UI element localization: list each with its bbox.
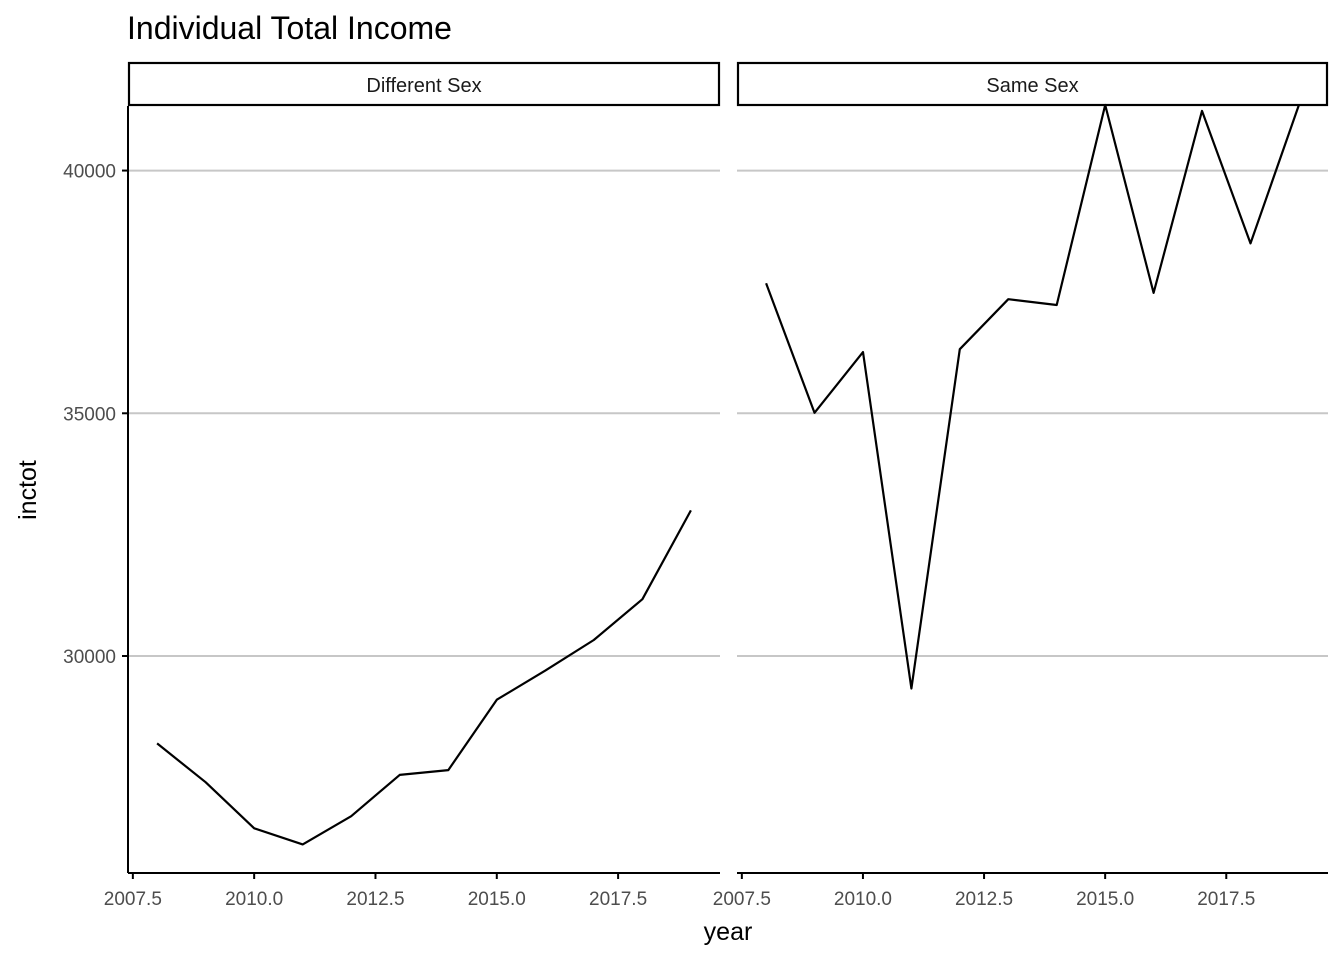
- x-axis-title: year: [704, 918, 753, 946]
- facet-panel-2: Same Sex 2007.5 2010.0 2012.5 2015.0 2017.5: [713, 61, 1329, 910]
- x-tick-label: 2017.5: [1197, 889, 1255, 910]
- series-line-2: [765, 103, 1300, 690]
- x-tick-label: 2007.5: [104, 889, 162, 910]
- x-tick-label: 2015.0: [1076, 889, 1134, 910]
- facet-panels: Different Sex 2007.5 2010.0 2012.5 2015.0 201…: [63, 61, 1329, 910]
- facet-strip: [736, 61, 1329, 107]
- y-axis-title: inctot: [14, 460, 42, 520]
- x-tick-label: 2017.5: [589, 889, 647, 910]
- facet-panel-1: Different Sex 2007.5 2010.0 2012.5 2015.0 201…: [63, 61, 721, 910]
- facet-strip-label: Same Sex: [986, 75, 1078, 97]
- facet-strip-label: Different Sex: [366, 75, 481, 97]
- x-tick-label: 2012.5: [955, 889, 1013, 910]
- x-tick-label: 2015.0: [468, 889, 526, 910]
- x-tick-label: 2010.0: [834, 889, 892, 910]
- chart-title: Individual Total Income: [127, 10, 452, 46]
- x-tick-label: 2012.5: [346, 889, 404, 910]
- y-tick-label: 30000: [63, 647, 116, 668]
- y-tick-label: 40000: [63, 162, 116, 183]
- y-tick-label: 35000: [63, 404, 116, 425]
- x-tick-label: 2010.0: [225, 889, 283, 910]
- facet-strip: [127, 61, 721, 107]
- x-tick-label: 2007.5: [713, 889, 771, 910]
- series-line-1: [156, 509, 692, 846]
